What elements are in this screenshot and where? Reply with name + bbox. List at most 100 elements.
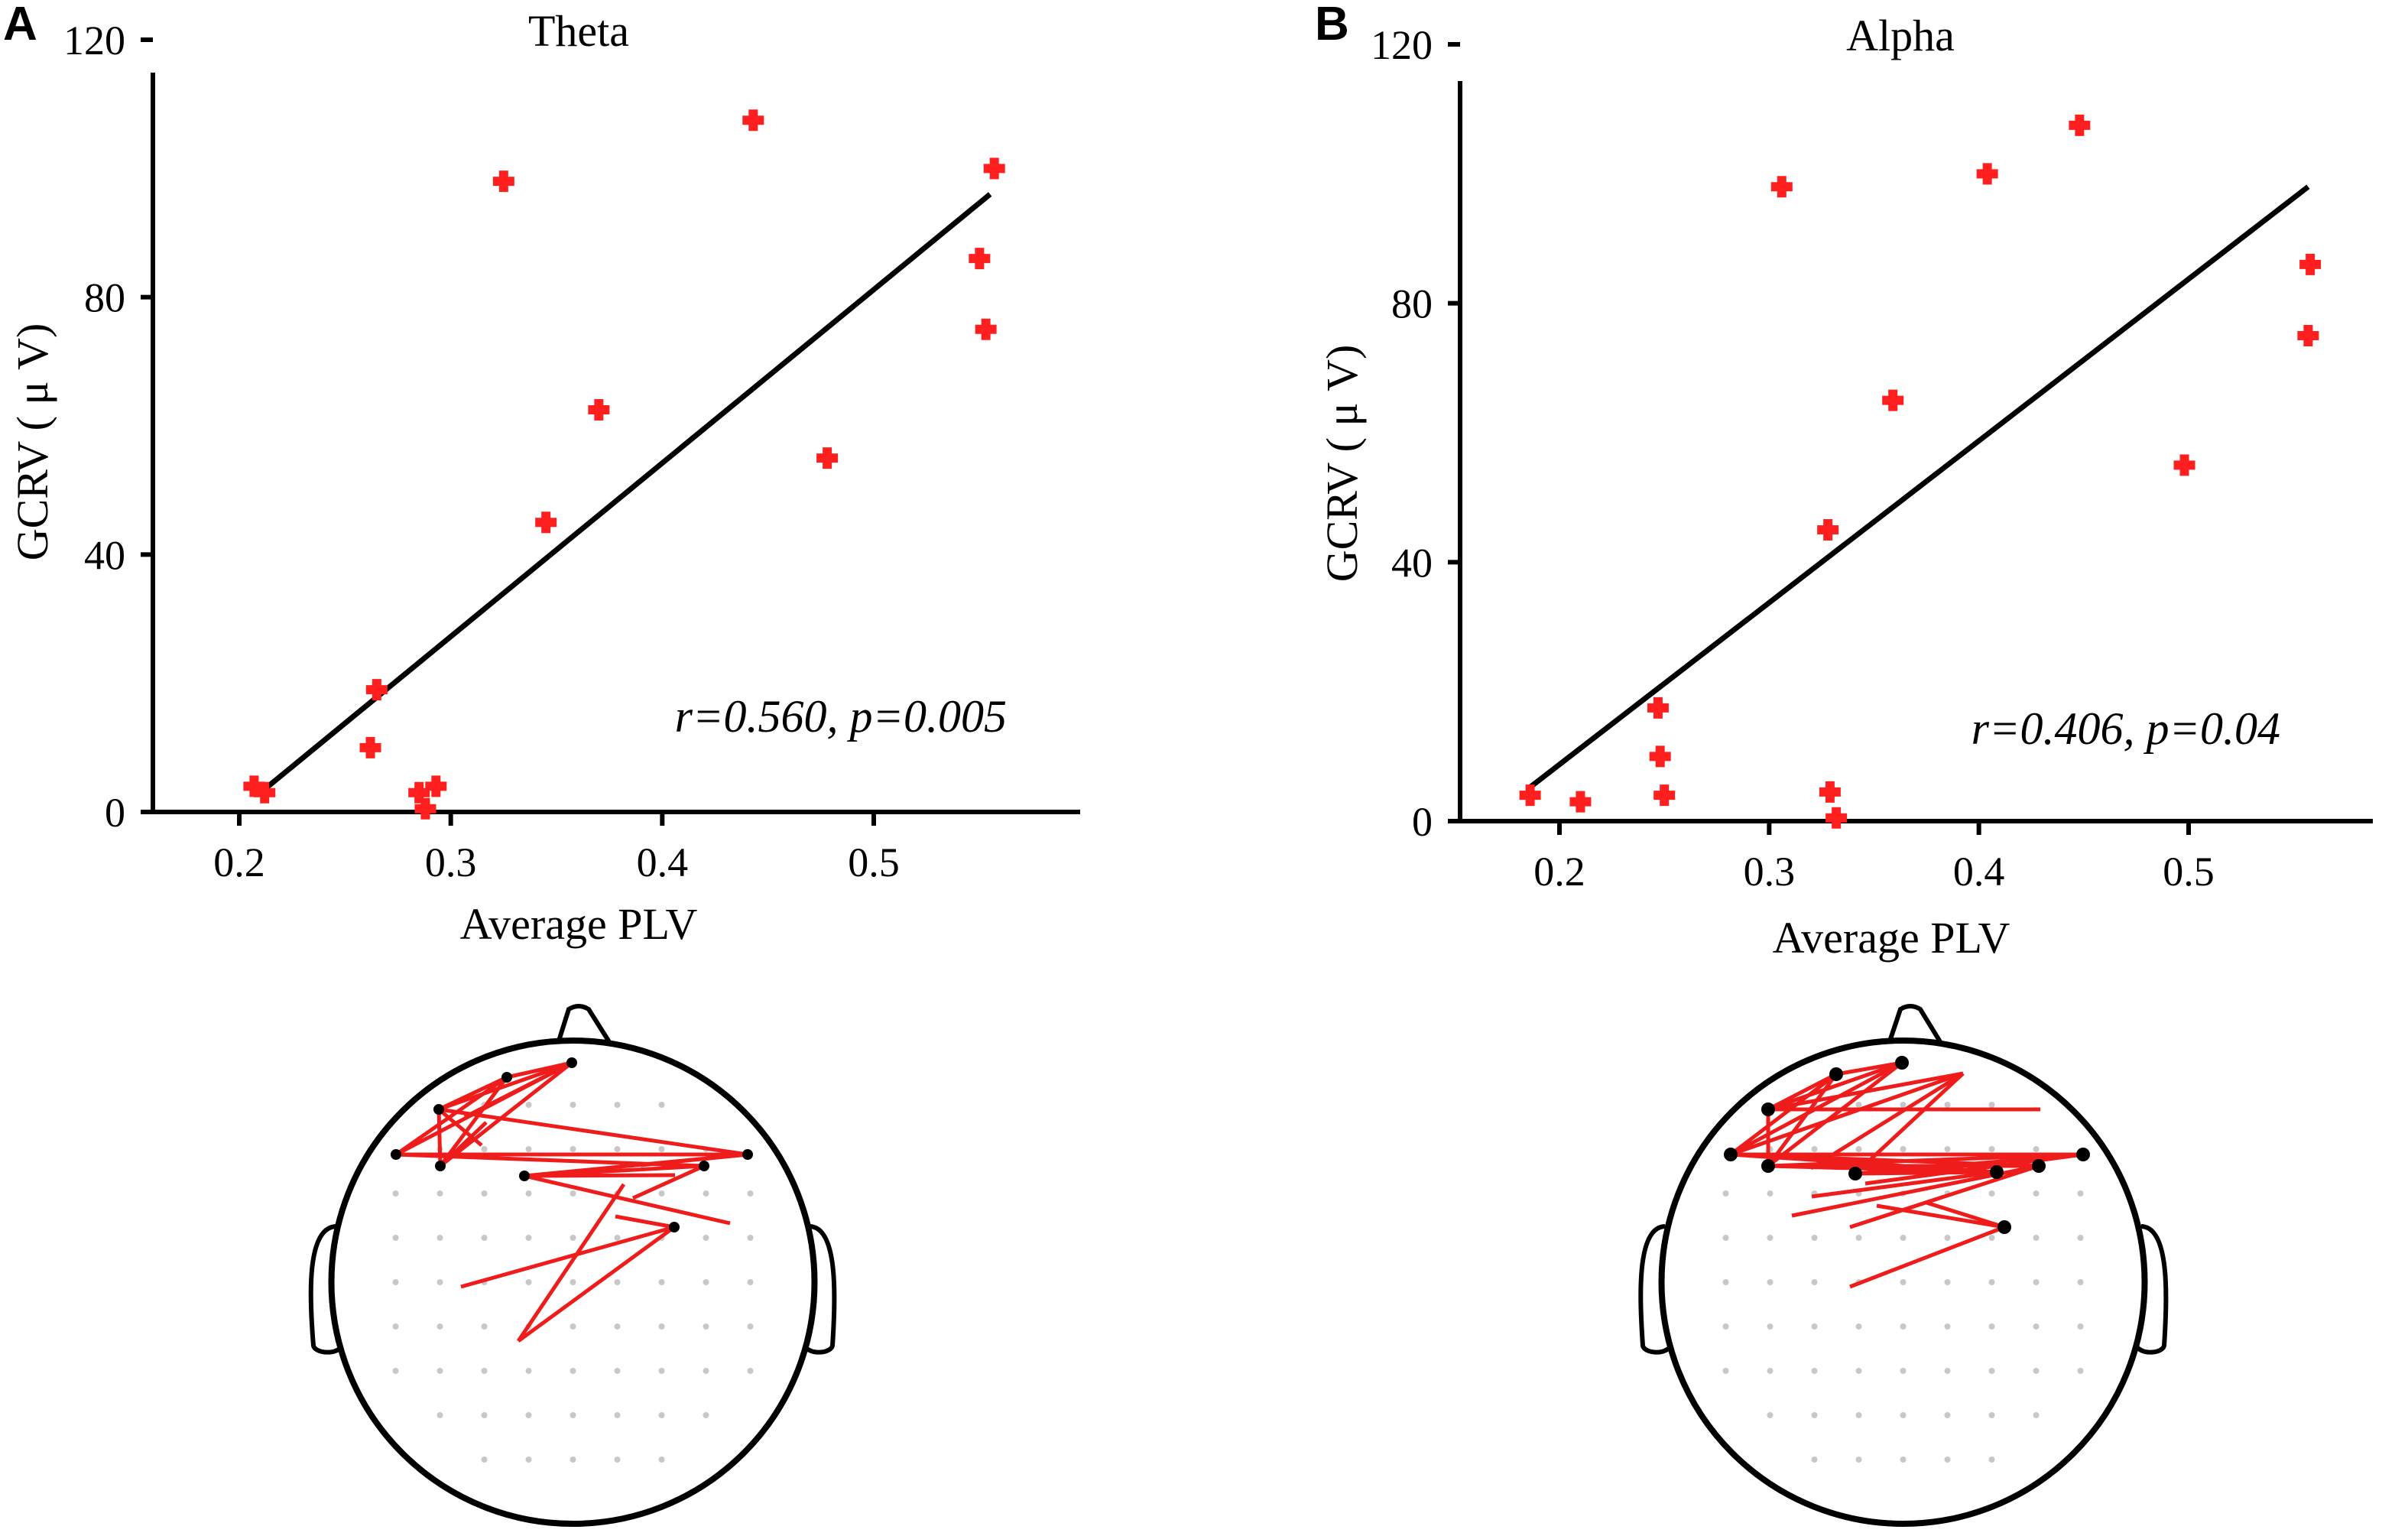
y-tick-label: 120 (1371, 22, 1433, 68)
electrode-dot (1767, 1190, 1774, 1197)
right-ear-icon (2134, 1224, 2169, 1355)
electrode-dot (1855, 1368, 1862, 1374)
data-point (1649, 745, 1671, 768)
electrode-dot (703, 1368, 709, 1374)
electrode-dot (1988, 1146, 1995, 1152)
data-point (365, 679, 388, 701)
edge (631, 1164, 706, 1200)
electrode-dot (1988, 1102, 1995, 1108)
node (435, 1161, 446, 1171)
electrode-dot (614, 1412, 621, 1418)
electrode-dot (2033, 1412, 2040, 1418)
electrode-dot (1944, 1368, 1951, 1374)
edge (1809, 1071, 1965, 1171)
electrode-dot (481, 1323, 488, 1330)
electrode-dot (436, 1368, 443, 1374)
electrode-dot (1811, 1235, 1818, 1241)
panel-b-x-ticks: 0.2 0.3 0.4 0.5 (1533, 823, 2215, 895)
electrode-dot (1944, 1235, 1951, 1241)
electrode-dot (658, 1368, 665, 1374)
electrode-dot (658, 1102, 665, 1108)
edge (1849, 1225, 2005, 1289)
electrode-dot (392, 1323, 399, 1330)
electrode-dot (1767, 1412, 1774, 1418)
y-tick-label: 0 (105, 790, 125, 836)
panel-a-letter: A (3, 0, 37, 50)
electrode-dot (481, 1190, 488, 1197)
data-point (983, 157, 1005, 180)
electrode-dot (570, 1368, 576, 1374)
electrode-dot (392, 1235, 399, 1241)
electrode-dot (1988, 1323, 1995, 1330)
electrode-dot (525, 1235, 532, 1241)
edge (437, 1108, 483, 1147)
node (1829, 1067, 1843, 1081)
node (699, 1161, 709, 1171)
electrode-dot (658, 1190, 665, 1197)
electrode-dot (747, 1190, 754, 1197)
edge (506, 1060, 573, 1080)
y-tick-label: 0 (1412, 799, 1433, 845)
edge (517, 1225, 676, 1343)
x-tick-label: 0.3 (1744, 849, 1796, 895)
electrode-dot (1944, 1456, 1951, 1463)
electrode-dot (481, 1368, 488, 1374)
electrode-dot (614, 1146, 621, 1152)
panel-b-y-label: GCRV ( μ V) (1317, 345, 1367, 583)
electrode-dot (2077, 1279, 2084, 1285)
edge (1864, 1152, 2084, 1186)
electrode-dot (1855, 1235, 1862, 1241)
electrode-dot (525, 1456, 532, 1463)
edge (439, 1061, 573, 1167)
y-tick-label: 80 (84, 275, 125, 321)
electrode-dot (658, 1146, 665, 1152)
electrode-dot (1811, 1456, 1818, 1463)
edge (1767, 1060, 1903, 1112)
electrode-dot (1811, 1323, 1818, 1330)
data-point (1819, 781, 1841, 803)
electrode-dot (1767, 1323, 1774, 1330)
data-point (1825, 807, 1848, 829)
electrode-dot (436, 1323, 443, 1330)
data-point (2173, 454, 2195, 476)
electrode-dot (614, 1235, 621, 1241)
data-point (408, 781, 430, 804)
electrode-dot (570, 1323, 576, 1330)
electrode-dot (2077, 1190, 2084, 1197)
edge (1811, 1170, 1997, 1199)
data-point (1976, 163, 1998, 185)
edge (1766, 1073, 1838, 1167)
left-ear-icon (308, 1224, 345, 1355)
edge (439, 1121, 488, 1167)
x-tick-label: 0.2 (213, 839, 265, 885)
x-tick-label: 0.2 (1533, 849, 1585, 895)
edge (439, 1076, 508, 1167)
electrode-dot (1900, 1368, 1907, 1374)
electrode-dot (1988, 1456, 1995, 1463)
data-point (243, 775, 265, 797)
electrode-dot (747, 1323, 754, 1330)
electrode-dot (1722, 1323, 1729, 1330)
right-ear-icon (802, 1224, 837, 1355)
node (1990, 1165, 2004, 1179)
data-point (1817, 519, 1839, 541)
data-point (1882, 389, 1904, 411)
edge (1767, 1071, 1964, 1112)
panel-a: A Theta 0 40 80 120 0.2 0.3 0.4 0.5 GCRV ( μ V… (3, 0, 1080, 949)
electrode-dot (1900, 1279, 1907, 1285)
electrode-dot (392, 1368, 399, 1374)
x-tick-label: 0.4 (1953, 849, 2005, 895)
node (1848, 1167, 1862, 1180)
x-tick-label: 0.3 (425, 839, 477, 885)
electrode-dot (570, 1102, 576, 1108)
electrode-dot (525, 1190, 532, 1197)
edge (1729, 1073, 1838, 1156)
electrode-dot (2033, 1146, 2040, 1152)
electrode-grid (392, 1102, 754, 1463)
electrode-dot (747, 1235, 754, 1241)
electrode-dot (1767, 1279, 1774, 1285)
panel-b: B Alpha 0 40 80 120 0.2 0.3 0.4 0.5 GCRV ( μ V… (1315, 0, 2373, 963)
electrode-dot (614, 1323, 621, 1330)
edge (1835, 1060, 1903, 1076)
